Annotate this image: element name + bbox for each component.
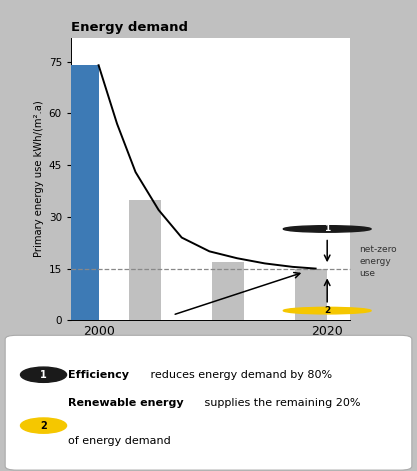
- Text: Energy demand: Energy demand: [71, 21, 188, 34]
- Bar: [62, 65, 98, 320]
- Bar: [128, 200, 161, 320]
- Bar: [295, 268, 327, 320]
- Text: net-zero
energy
use: net-zero energy use: [359, 245, 397, 278]
- Text: supplies the remaining 20%: supplies the remaining 20%: [201, 398, 360, 408]
- Circle shape: [283, 308, 371, 314]
- Bar: [212, 262, 244, 320]
- FancyBboxPatch shape: [5, 335, 412, 470]
- Circle shape: [283, 226, 371, 232]
- Circle shape: [20, 367, 67, 382]
- Text: Renewable energy: Renewable energy: [68, 398, 184, 408]
- Text: reduces energy demand by 80%: reduces energy demand by 80%: [147, 370, 332, 380]
- Text: Efficiency: Efficiency: [68, 370, 129, 380]
- Bar: [295, 268, 327, 320]
- Bar: [128, 292, 161, 320]
- Text: of energy demand: of energy demand: [68, 436, 171, 446]
- Text: 1: 1: [40, 370, 47, 380]
- Text: 2: 2: [324, 306, 330, 315]
- Text: 1: 1: [324, 225, 330, 234]
- Bar: [212, 286, 244, 320]
- Text: 2: 2: [40, 421, 47, 430]
- Y-axis label: Primary energy use kWh/(m².a): Primary energy use kWh/(m².a): [35, 101, 45, 257]
- Circle shape: [20, 418, 67, 433]
